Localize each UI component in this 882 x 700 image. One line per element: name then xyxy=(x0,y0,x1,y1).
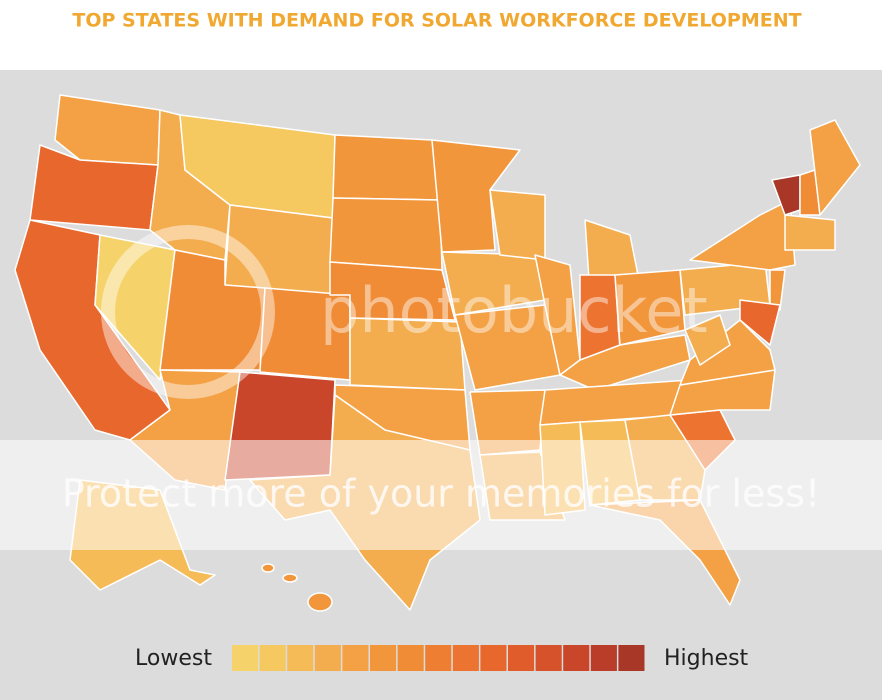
watermark-ring xyxy=(101,225,275,399)
state xyxy=(739,299,781,346)
state xyxy=(431,139,521,253)
state xyxy=(769,269,786,311)
legend-swatch xyxy=(287,645,314,671)
state xyxy=(684,314,731,366)
legend: Lowest Highest xyxy=(135,645,749,671)
state xyxy=(784,214,836,251)
watermark-banner: Protect more of your memories for less! xyxy=(62,472,820,516)
legend-swatch xyxy=(563,645,590,671)
state xyxy=(329,197,443,271)
state xyxy=(307,592,333,612)
title: TOP STATES WITH DEMAND FOR SOLAR WORKFOR… xyxy=(72,10,801,32)
legend-swatch xyxy=(618,645,645,671)
state xyxy=(282,573,298,583)
legend-swatch xyxy=(370,645,397,671)
legend-swatch xyxy=(397,645,424,671)
watermark-logo: photobucket xyxy=(320,274,708,347)
legend-swatch xyxy=(452,645,479,671)
state xyxy=(261,563,275,573)
header-bg xyxy=(0,0,882,70)
state xyxy=(332,134,441,201)
legend-swatch xyxy=(342,645,369,671)
legend-swatch xyxy=(480,645,507,671)
legend-swatch xyxy=(314,645,341,671)
legend-swatch xyxy=(590,645,617,671)
watermark-band xyxy=(0,440,882,550)
state xyxy=(679,319,776,386)
state xyxy=(809,119,861,216)
legend-swatch xyxy=(535,645,562,671)
legend-swatch xyxy=(232,645,259,671)
legend-swatch xyxy=(508,645,535,671)
legend-swatch xyxy=(259,645,286,671)
state xyxy=(94,234,176,381)
watermark: photobucket xyxy=(101,225,708,399)
legend-high-label: Highest xyxy=(664,646,749,671)
legend-swatch xyxy=(425,645,452,671)
legend-low-label: Lowest xyxy=(135,646,212,671)
